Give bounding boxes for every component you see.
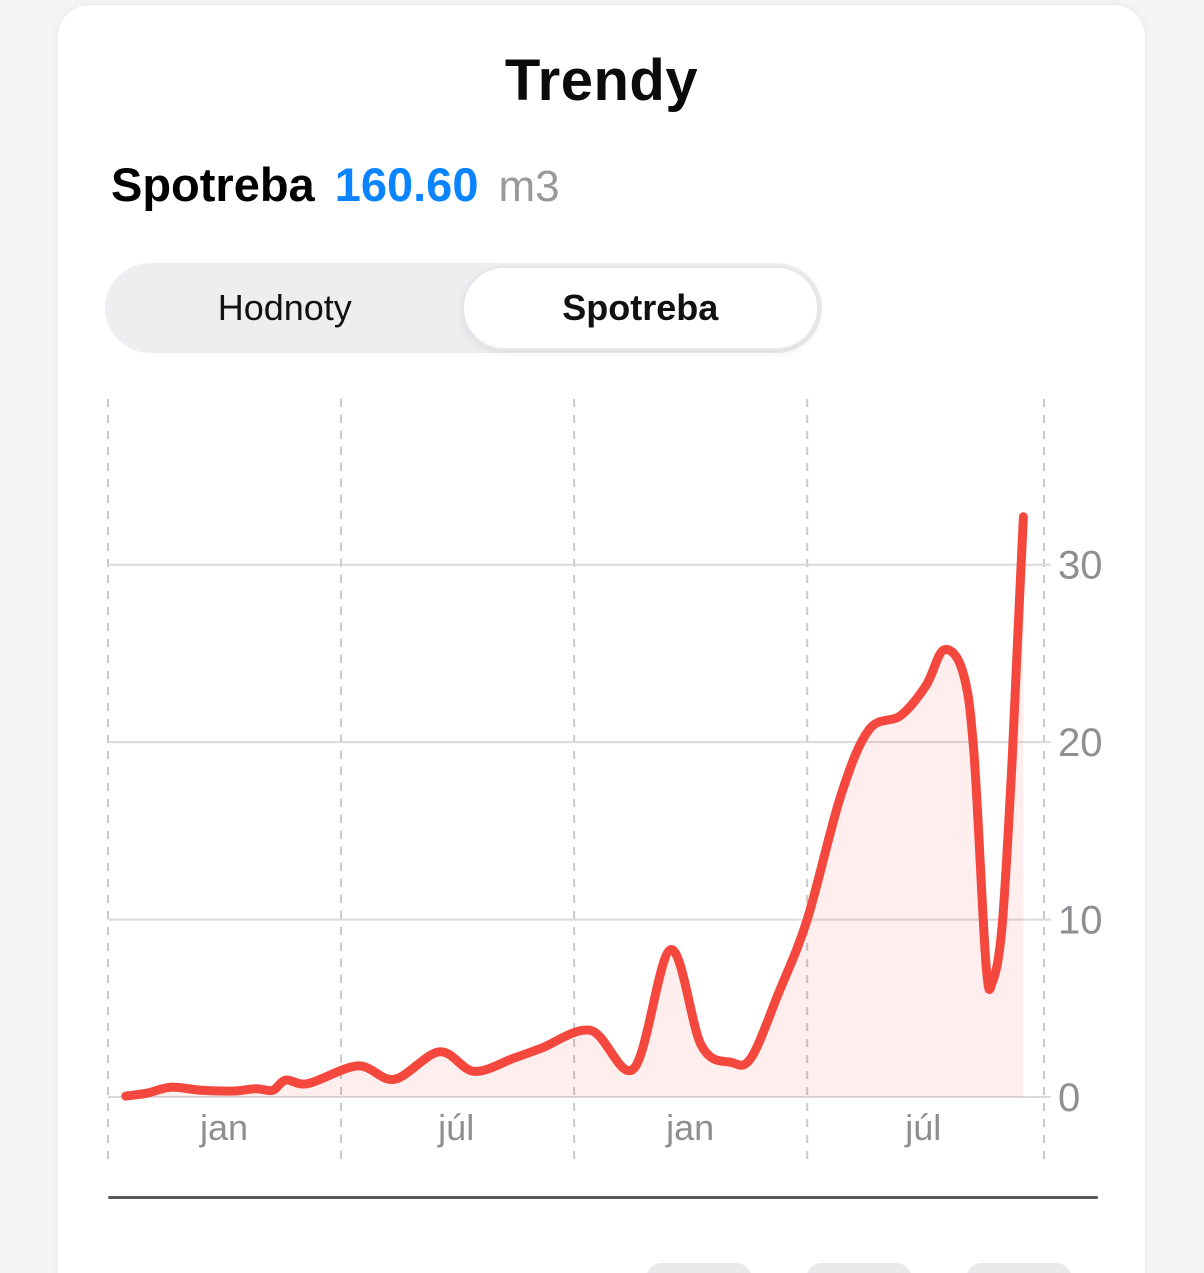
metric-label: Spotreba	[111, 158, 315, 211]
bottom-bar-button-1[interactable]	[646, 1263, 752, 1273]
section-divider	[108, 1196, 1098, 1199]
svg-text:jan: jan	[665, 1107, 714, 1148]
chart-canvas[interactable]: 0 10 20 30 jan júl jan júl	[61, 391, 1151, 1170]
trends-card: Trendy Spotreba 160.60 m3 Hodnoty Spotre…	[57, 4, 1146, 1273]
svg-text:10: 10	[1058, 899, 1103, 943]
metric-value: 160.60	[334, 158, 479, 211]
svg-text:júl: júl	[904, 1107, 941, 1148]
svg-text:júl: júl	[437, 1107, 474, 1148]
bottom-bar-button-3[interactable]	[966, 1263, 1072, 1273]
svg-text:0: 0	[1058, 1076, 1080, 1120]
segment-spotreba[interactable]: Spotreba	[461, 266, 819, 350]
svg-text:20: 20	[1058, 721, 1103, 765]
svg-text:30: 30	[1058, 544, 1103, 588]
metric-row: Spotreba 160.60 m3	[111, 157, 560, 212]
consumption-chart[interactable]: 0 10 20 30 jan júl jan júl	[61, 391, 1151, 1170]
svg-text:jan: jan	[199, 1107, 248, 1148]
page-title: Trendy	[504, 48, 699, 113]
view-segmented-control: Hodnoty Spotreba	[105, 263, 822, 353]
segment-hodnoty[interactable]: Hodnoty	[217, 287, 352, 328]
bottom-bar-button-2[interactable]	[806, 1263, 912, 1273]
metric-unit: m3	[498, 162, 560, 211]
